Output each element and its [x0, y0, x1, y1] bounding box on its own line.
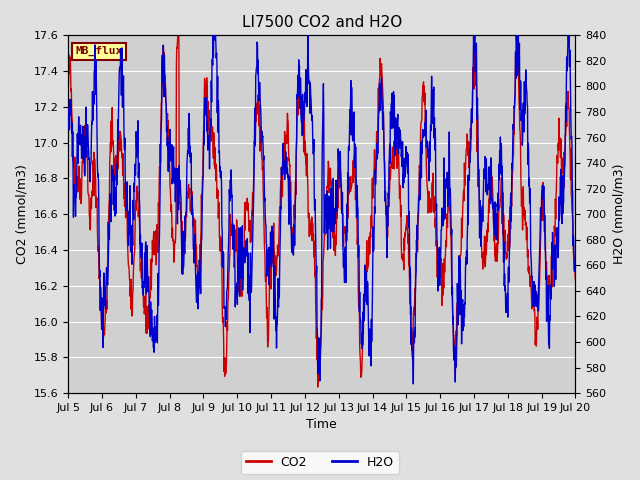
Y-axis label: CO2 (mmol/m3): CO2 (mmol/m3)	[15, 164, 28, 264]
Title: LI7500 CO2 and H2O: LI7500 CO2 and H2O	[242, 15, 402, 30]
Y-axis label: H2O (mmol/m3): H2O (mmol/m3)	[612, 164, 625, 264]
Legend: CO2, H2O: CO2, H2O	[241, 451, 399, 474]
Text: MB_flux: MB_flux	[76, 46, 123, 56]
X-axis label: Time: Time	[307, 419, 337, 432]
